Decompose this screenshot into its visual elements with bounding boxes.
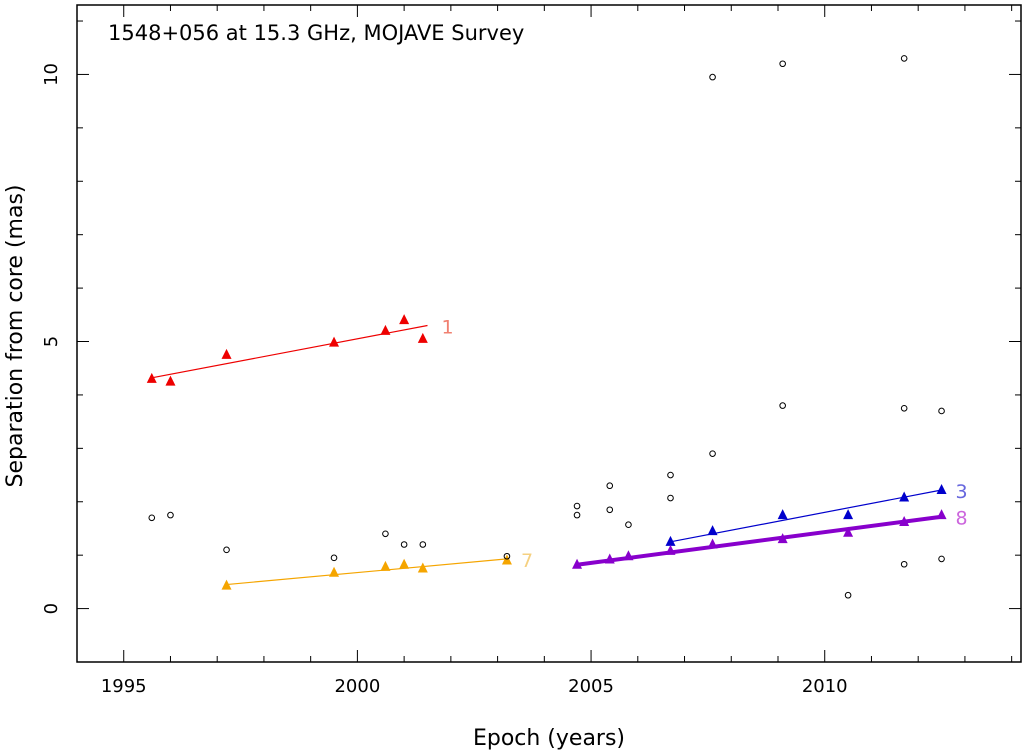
unassigned-point [844, 591, 852, 599]
x-tick-label: 1995 [101, 676, 147, 697]
unassigned-point [503, 552, 511, 560]
unassigned-point [779, 60, 786, 68]
unassigned-point [938, 555, 945, 563]
series-3-point [777, 509, 788, 520]
series-8-point [707, 538, 718, 549]
series-label-1: 1 [441, 316, 453, 338]
data-points [146, 314, 947, 590]
fit-line-7 [226, 558, 507, 586]
unassigned-point [900, 404, 908, 412]
series-7-point [380, 560, 391, 571]
fit-lines [151, 324, 942, 586]
series-8-point [936, 509, 947, 520]
unassigned-point [779, 402, 786, 409]
series-3-point [843, 509, 854, 520]
fit-line-8 [576, 514, 942, 567]
series-7-point [399, 558, 410, 569]
axis-ticks [76, 5, 1021, 663]
unassigned-point [223, 546, 230, 554]
series-3-point [665, 535, 676, 546]
series-1-point [146, 372, 157, 383]
unassigned-point [573, 502, 581, 510]
x-axis-title: Epoch (years) [473, 726, 625, 750]
x-tick-label: 2010 [802, 676, 848, 697]
series-8-point [899, 516, 910, 527]
unassigned-point [938, 407, 945, 415]
y-tick-label: 5 [41, 336, 62, 347]
chart-title: 1548+056 at 15.3 GHz, MOJAVE Survey [108, 21, 524, 45]
y-axis-title: Separation from core (mas) [3, 185, 28, 488]
series-8-point [777, 533, 788, 544]
series-label-8: 8 [956, 508, 968, 530]
series-1-point [221, 348, 232, 359]
series-8-point [623, 550, 634, 561]
plot-frame [76, 4, 1022, 663]
series-3-point [707, 525, 718, 536]
unassigned-point [148, 514, 156, 522]
series-3-point [936, 484, 947, 495]
unassigned-point [667, 471, 674, 479]
series-8-point [604, 553, 615, 564]
series-8-point [843, 526, 854, 537]
series-7-point [417, 562, 428, 573]
unassigned-point [382, 530, 389, 538]
series-label-3: 3 [956, 481, 968, 503]
unassigned-point [667, 494, 674, 502]
series-label-7: 7 [521, 550, 533, 572]
series-7-point [329, 566, 340, 577]
unassigned-points [148, 55, 945, 599]
unassigned-point [900, 55, 908, 62]
series-1-point [380, 324, 391, 335]
unassigned-point [709, 73, 716, 81]
unassigned-point [167, 511, 174, 519]
y-tick-label: 10 [41, 63, 62, 86]
unassigned-point [625, 521, 632, 529]
x-tick-label: 2000 [334, 676, 380, 697]
unassigned-point [709, 450, 716, 457]
y-tick-label: 0 [41, 603, 62, 614]
series-1-point [165, 375, 176, 386]
unassigned-point [573, 511, 581, 519]
series-1-point [329, 336, 340, 347]
series-8-point [572, 558, 583, 569]
unassigned-point [900, 560, 908, 568]
unassigned-point [419, 541, 427, 548]
series-3-point [899, 491, 910, 502]
series-1-point [399, 314, 410, 325]
unassigned-point [400, 541, 408, 548]
unassigned-point [606, 482, 614, 490]
series-7-point [221, 579, 232, 590]
tick-labels: 1995 2000 2005 2010 0 5 10 [41, 63, 848, 697]
unassigned-point [330, 554, 338, 562]
unassigned-point [606, 506, 614, 514]
series-8-point [665, 544, 676, 555]
series-1-point [417, 332, 428, 343]
x-tick-label: 2005 [568, 676, 614, 697]
